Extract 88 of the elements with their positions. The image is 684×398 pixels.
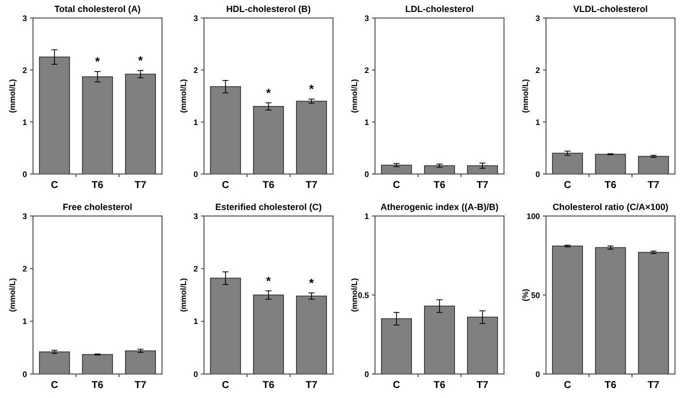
- chart-title: LDL-cholesterol: [405, 4, 474, 14]
- x-tick-label: T7: [476, 380, 489, 391]
- x-tick-label: T7: [306, 380, 318, 391]
- x-tick-label: T6: [604, 180, 617, 191]
- x-tick-label: C: [392, 180, 400, 191]
- chart-title: Total cholesterol (A): [54, 4, 141, 14]
- y-tick-label: 1: [194, 317, 199, 326]
- y-axis-title: (%): [521, 288, 530, 302]
- annotation: *: [266, 86, 272, 100]
- y-tick-label: 1: [364, 118, 370, 127]
- y-tick-label: 0: [364, 370, 370, 379]
- y-tick-label: 0: [22, 370, 28, 379]
- y-tick-label: 3: [22, 212, 28, 221]
- y-tick-label: 3: [22, 14, 28, 23]
- y-axis-title: (mmol/L): [521, 78, 530, 113]
- bar: [39, 56, 70, 174]
- x-tick-label: T7: [134, 380, 147, 391]
- bar: [296, 100, 327, 174]
- y-tick-label: 2: [22, 66, 28, 75]
- y-tick-label: 2: [194, 66, 199, 75]
- y-axis-title: (mmol/L): [8, 278, 17, 312]
- x-tick-label: C: [222, 180, 230, 191]
- x-tick-label: T6: [92, 380, 104, 391]
- x-tick-label: T7: [648, 180, 660, 191]
- y-tick-label: 1: [536, 118, 541, 127]
- y-axis-title: (mmol/L): [350, 78, 359, 113]
- bar: [253, 106, 284, 174]
- y-tick-label: 3: [364, 14, 370, 23]
- y-axis-title: (mmol/L): [179, 78, 188, 113]
- annotation: *: [95, 54, 100, 69]
- y-tick-label: 0: [22, 170, 28, 179]
- y-tick-label: 0: [536, 370, 541, 379]
- y-tick-label: 2: [364, 66, 370, 75]
- x-tick-label: C: [392, 380, 400, 391]
- x-tick-label: T6: [92, 180, 104, 191]
- bar: [125, 74, 156, 174]
- x-tick-label: T6: [262, 380, 275, 391]
- y-axis-title: (mmol/L): [179, 278, 188, 312]
- y-tick-label: 50: [531, 290, 541, 300]
- y-tick-label: 0: [194, 170, 199, 179]
- chart-title: VLDL-cholesterol: [573, 4, 648, 14]
- x-tick-label: T7: [476, 180, 489, 191]
- y-tick-label: 1: [22, 317, 28, 326]
- bar: [296, 296, 327, 374]
- y-tick-label: 1: [364, 212, 370, 221]
- bar: [381, 318, 412, 374]
- x-tick-label: T6: [262, 180, 275, 191]
- y-tick-label: 3: [194, 212, 199, 221]
- y-tick-label: 0: [364, 170, 370, 179]
- chart-title: HDL-cholesterol (B): [226, 4, 311, 14]
- chart-title: Atherogenic index ((A-B)/B): [380, 202, 498, 212]
- bar: [210, 86, 241, 174]
- x-tick-label: T6: [604, 380, 617, 391]
- x-tick-label: T7: [306, 180, 318, 191]
- y-axis-title: (mmol/L): [8, 78, 17, 113]
- y-tick-label: 0: [536, 170, 541, 179]
- y-tick-label: 100: [526, 212, 541, 221]
- bar: [424, 306, 455, 374]
- bar: [253, 294, 284, 374]
- x-tick-label: C: [50, 180, 58, 191]
- y-tick-label: 1: [22, 118, 28, 127]
- y-tick-label: 3: [536, 14, 541, 23]
- x-tick-label: C: [564, 180, 572, 191]
- bar: [82, 76, 113, 174]
- x-tick-label: T7: [134, 180, 147, 191]
- y-tick-label: 2: [22, 264, 28, 274]
- y-tick-label: 1: [194, 118, 199, 127]
- y-tick-label: 2: [536, 66, 541, 75]
- chart-title: Free cholesterol: [62, 202, 132, 212]
- y-tick-label: 0.5: [358, 290, 370, 300]
- x-tick-label: C: [564, 380, 572, 391]
- x-tick-label: T6: [434, 180, 446, 191]
- y-tick-label: 0: [194, 370, 199, 379]
- annotation: *: [138, 54, 144, 68]
- annotation: *: [266, 274, 272, 288]
- x-tick-label: T6: [434, 380, 446, 391]
- annotation: *: [309, 276, 314, 290]
- chart-title: Esterified cholesterol (C): [215, 202, 322, 212]
- y-axis-title: (mmol/L): [350, 278, 359, 312]
- x-tick-label: C: [222, 380, 230, 391]
- bar: [467, 316, 498, 374]
- chart-title: Cholesterol ratio (C/A×100): [552, 202, 668, 212]
- y-tick-label: 2: [194, 264, 199, 274]
- x-tick-label: T7: [648, 380, 660, 391]
- y-tick-label: 3: [194, 14, 199, 23]
- x-tick-label: C: [50, 380, 58, 391]
- annotation: *: [309, 82, 314, 96]
- bar: [210, 278, 241, 374]
